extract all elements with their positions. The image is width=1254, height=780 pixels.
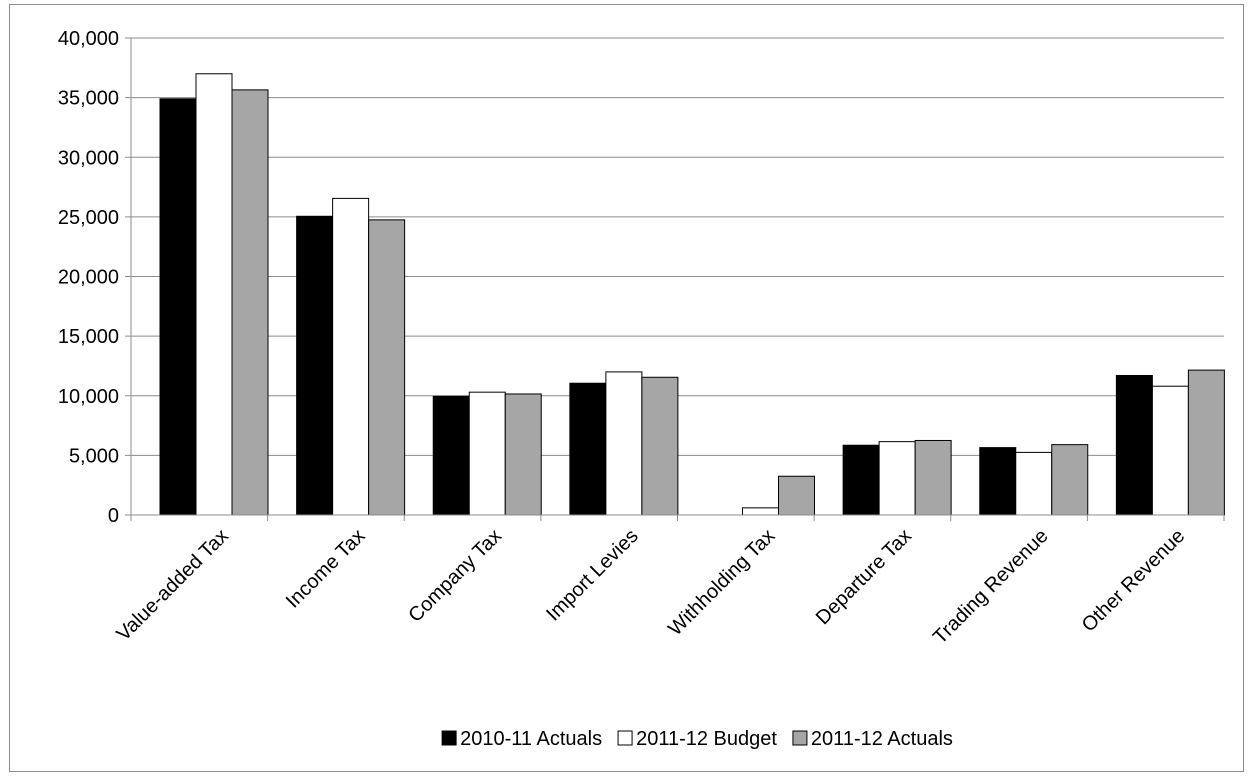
legend-swatch	[792, 730, 808, 746]
bar-2011-12-actuals	[231, 89, 269, 516]
y-tick-label: 10,000	[58, 386, 119, 408]
legend-label: 2011-12 Actuals	[811, 728, 953, 750]
legend-label: 2011-12 Budget	[636, 728, 777, 750]
x-tick-label: Trading Revenue	[929, 525, 1053, 649]
bar-2011-12-actuals	[1051, 444, 1089, 516]
x-tick-label: Income Tax	[282, 525, 370, 613]
y-tick-label: 25,000	[58, 207, 119, 229]
y-tick-label: 35,000	[58, 88, 119, 110]
x-tick-label: Other Revenue	[1078, 525, 1189, 636]
bar-2011-12-actuals	[778, 475, 815, 516]
bar-2011-12-budget	[605, 371, 643, 516]
legend: 2010-11 Actuals 2011-12 Budget 2011-12 Act…	[441, 728, 953, 750]
y-tick-label: 30,000	[58, 147, 119, 169]
bar-2011-12-actuals	[504, 393, 542, 516]
bar-2010-11-actuals	[842, 444, 880, 516]
bar-2011-12-budget	[332, 197, 370, 516]
bar-2010-11-actuals	[296, 215, 334, 516]
y-tick-label: 15,000	[58, 326, 119, 348]
legend-item: 2011-12 Budget	[617, 728, 777, 750]
bar-2011-12-budget	[468, 391, 506, 516]
bar-2011-12-actuals	[368, 219, 406, 516]
y-tick-label: 40,000	[58, 28, 119, 50]
y-tick-label: 0	[108, 505, 119, 527]
legend-label: 2010-11 Actuals	[460, 728, 602, 750]
x-tick-label: Withholding Tax	[664, 525, 779, 640]
bar-2011-12-actuals	[1187, 369, 1225, 516]
x-tick-label: Value-added Tax	[112, 525, 232, 645]
bar-2010-11-actuals	[979, 447, 1017, 516]
bar-2010-11-actuals	[569, 382, 607, 516]
bar-2011-12-budget	[878, 441, 916, 516]
bar-2011-12-budget	[195, 73, 233, 516]
legend-item: 2010-11 Actuals	[441, 728, 602, 750]
bar-2011-12-budget	[1151, 385, 1189, 516]
bars	[159, 73, 1225, 516]
legend-swatch	[617, 730, 633, 746]
legend-item: 2011-12 Actuals	[792, 728, 953, 750]
bar-2011-12-actuals	[914, 439, 952, 516]
bar-2011-12-budget	[1015, 451, 1053, 516]
y-tick-label: 5,000	[69, 445, 119, 467]
bar-2010-11-actuals	[432, 395, 470, 516]
y-tick-label: 20,000	[58, 267, 119, 289]
x-tick-label: Departure Tax	[812, 525, 916, 629]
bar-2010-11-actuals	[1115, 374, 1153, 516]
bar-2011-12-budget	[742, 507, 779, 516]
x-tick-label: Import Levies	[542, 525, 642, 625]
bar-2010-11-actuals	[159, 98, 197, 516]
bar-2011-12-actuals	[641, 376, 679, 516]
x-tick-label: Company Tax	[404, 525, 506, 627]
legend-swatch	[441, 730, 457, 746]
